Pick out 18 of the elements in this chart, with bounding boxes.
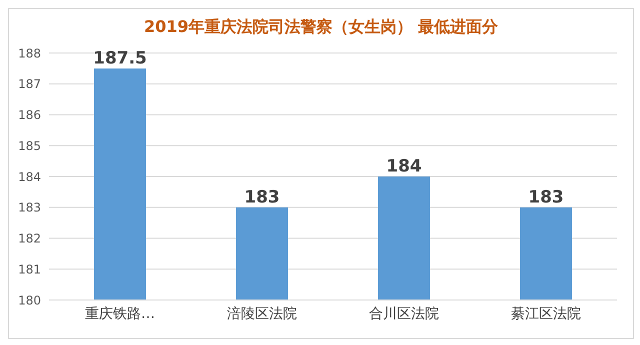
data-label: 184 — [386, 156, 422, 176]
y-tick-label: 182 — [18, 232, 41, 246]
y-tick-label: 188 — [18, 46, 41, 60]
data-label: 187.5 — [93, 48, 147, 68]
y-tick-label: 180 — [18, 293, 41, 308]
data-label: 183 — [244, 187, 280, 208]
y-tick-label: 186 — [18, 108, 41, 122]
y-tick-label: 183 — [18, 200, 41, 215]
x-tick-label: 重庆铁路… — [85, 306, 155, 322]
x-tick-label: 涪陵区法院 — [227, 306, 297, 322]
data-label: 183 — [528, 187, 564, 208]
y-tick-label: 185 — [18, 138, 41, 153]
x-tick-label: 合川区法院 — [369, 306, 439, 322]
chart-title: 2019年重庆法院司法警察（女生岗） 最低进面分 — [142, 17, 500, 38]
y-tick-label: 187 — [18, 77, 41, 92]
y-tick-label: 181 — [18, 262, 41, 276]
y-tick-label: 184 — [18, 170, 41, 184]
x-tick-label: 綦江区法院 — [511, 306, 581, 322]
